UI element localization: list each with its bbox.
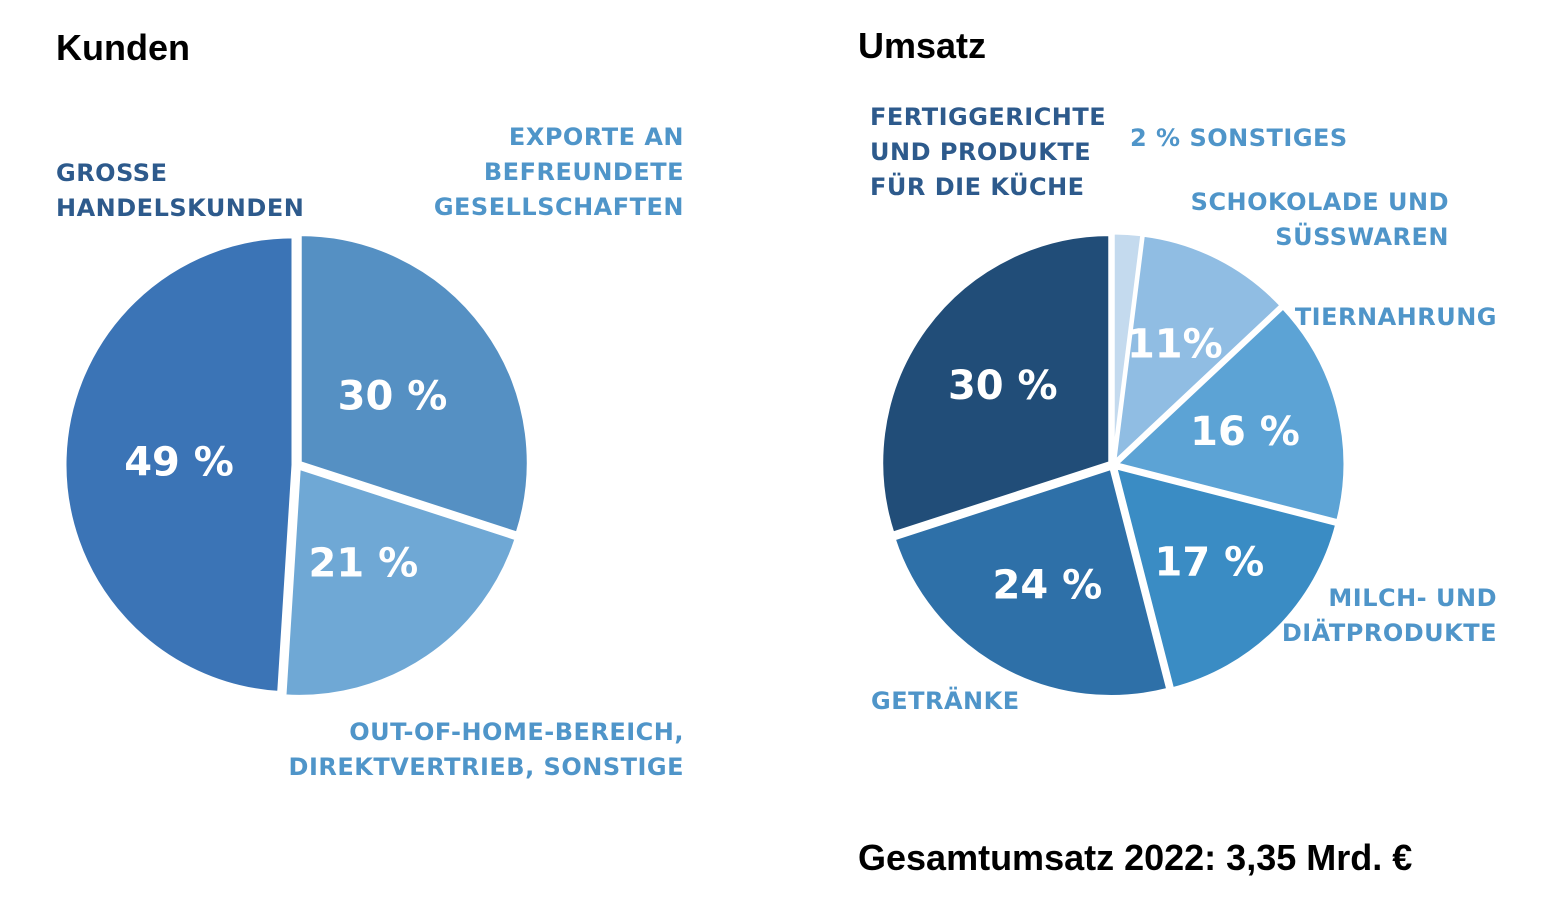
kunden-slice-1 [298, 233, 530, 535]
kunden-label-exporte: EXPORTE AN BEFREUNDETE GESELLSCHAFTEN [433, 123, 684, 221]
kunden-slice-2 [283, 466, 518, 698]
umsatz-label-schokolade: SCHOKOLADE UND SÜSSWAREN [1190, 188, 1449, 251]
umsatz-slice-1 [1113, 233, 1283, 463]
kunden-value-label-2: 21 % [308, 541, 418, 587]
umsatz-value-label-2: 16 % [1190, 409, 1300, 455]
umsatz-label-getraenke: GETRÄNKE [871, 687, 1020, 715]
umsatz-slice-4 [892, 467, 1170, 698]
umsatz-label-fertiggerichte: FERTIGGERICHTE UND PRODUKTE FÜR DIE KÜCH… [870, 103, 1107, 201]
umsatz-label-sonstiges: 2 % SONSTIGES [1130, 124, 1348, 152]
kunden-value-label-0: 49 % [124, 439, 234, 485]
kunden-value-label-1: 30 % [338, 374, 448, 420]
total-revenue-text: Gesamtumsatz 2022: 3,35 Mrd. € [858, 837, 1413, 878]
umsatz-slice-3 [1114, 466, 1339, 691]
kunden-slice-0 [63, 235, 295, 694]
umsatz-slice-0 [1111, 231, 1144, 463]
umsatz-value-label-1: 11% [1127, 322, 1223, 368]
umsatz-value-label-3: 17 % [1155, 539, 1265, 585]
umsatz-value-label-4: 24 % [993, 562, 1103, 608]
umsatz-label-milch: MILCH- UND DIÄTPRODUKTE [1281, 584, 1497, 647]
umsatz-value-label-5: 30 % [948, 363, 1058, 409]
kunden-chart-title: Kunden [56, 27, 190, 68]
umsatz-slice-5 [880, 233, 1112, 535]
umsatz-pie-chart: 11% 16 % 17 % 24 % 30 % [880, 231, 1347, 698]
umsatz-chart-title: Umsatz [858, 25, 987, 66]
kunden-label-grosse-handelskunden: GROSSE HANDELSKUNDEN [56, 159, 305, 222]
umsatz-label-tiernahrung: TIERNAHRUNG [1294, 303, 1497, 331]
kunden-label-out-of-home: OUT-OF-HOME-BEREICH, DIREKTVERTRIEB, SON… [288, 718, 684, 781]
umsatz-slice-2 [1115, 306, 1347, 523]
kunden-pie-chart: 49 % 30 % 21 % [63, 233, 530, 698]
